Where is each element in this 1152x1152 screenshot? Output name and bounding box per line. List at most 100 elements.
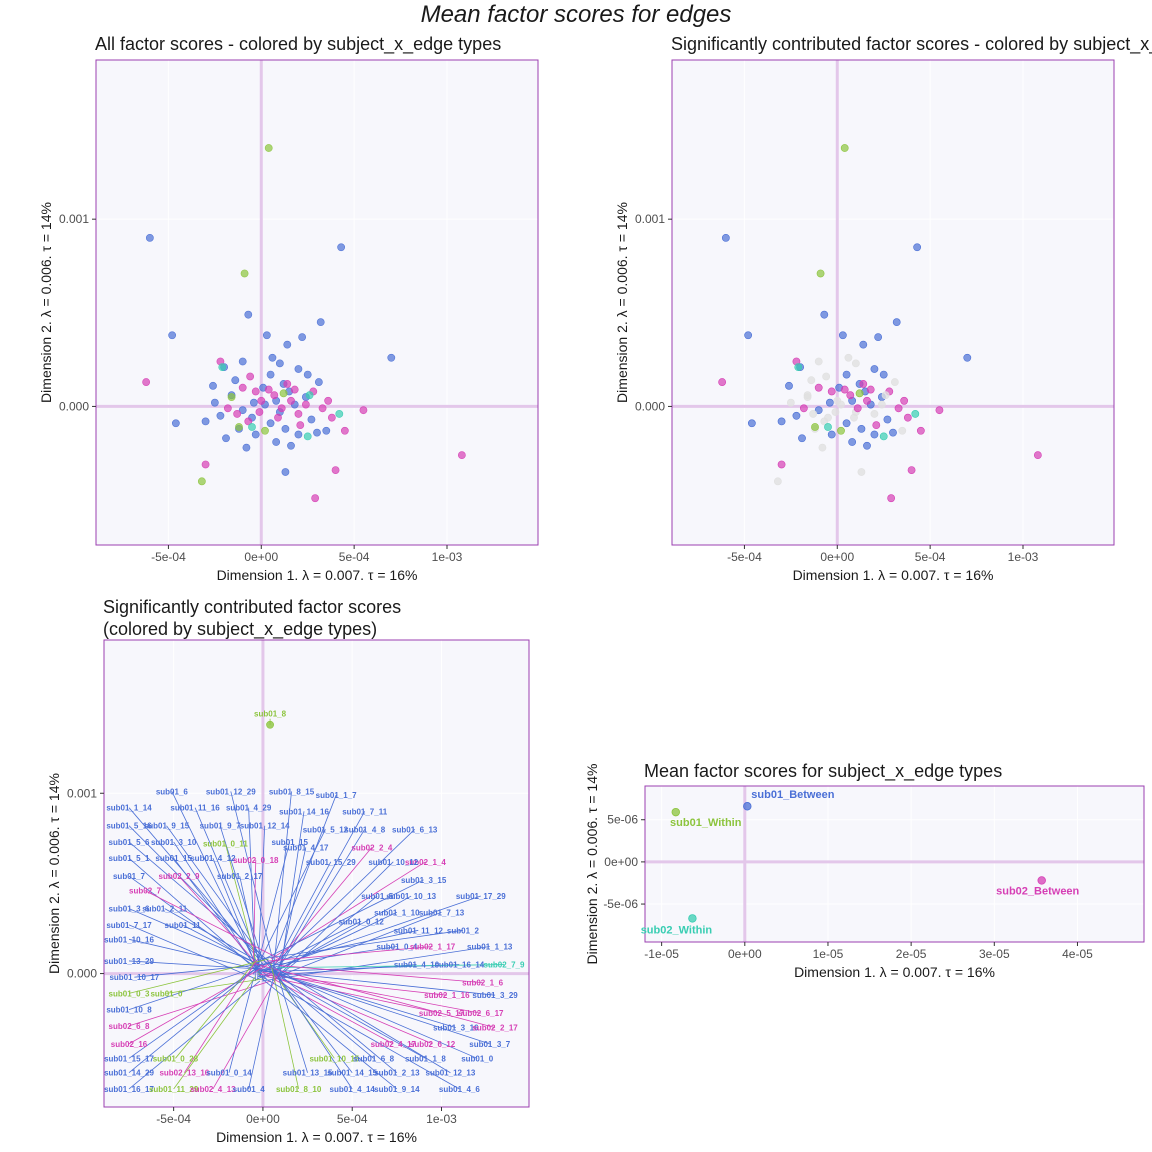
mean-point-label: sub02_Within — [641, 924, 713, 936]
point-label: sub01_13_29 — [104, 957, 154, 966]
significant-point-sub02_Between — [903, 413, 912, 422]
data-point-sub02_Between — [244, 417, 253, 426]
data-point-sub02_Between — [283, 380, 292, 388]
panel-1: -5e-04 0e+00 5e-04 1e-03 0.000 0.001 Dimension… — [38, 59, 539, 583]
leader-line — [255, 841, 291, 973]
leader-line — [252, 859, 257, 966]
significant-point-sub02_Between — [916, 426, 925, 435]
significant-point-sub01_Between — [777, 417, 786, 426]
data-point-sub02_Between — [327, 413, 336, 422]
data-point-sub01_Between — [251, 430, 260, 439]
x-tick-label: 3e-05 — [979, 947, 1010, 961]
data-point-sub02_Between — [294, 410, 303, 418]
data-point-sub01_Between — [209, 381, 217, 390]
panel2-title: Significantly contributed factor scores … — [671, 34, 1152, 54]
data-point-sub01_Between — [294, 430, 303, 439]
point-label: sub01_7_11 — [342, 807, 387, 816]
significant-point-sub02_Between — [853, 404, 862, 413]
point-label: sub01_2_13 — [374, 1069, 420, 1078]
point-label: sub02_6_12 — [410, 1040, 456, 1049]
point-label: sub02_16 — [111, 1040, 148, 1049]
point-label: sub01_4_8 — [344, 825, 385, 834]
point-label: sub01_7_13 — [419, 908, 465, 917]
data-point-sub02_Between — [324, 396, 333, 405]
leader-line — [279, 965, 483, 983]
significant-point-sub01_Between — [892, 318, 901, 327]
point-label: sub01_9_15 — [144, 822, 190, 831]
non-significant-point — [831, 408, 840, 416]
point-label: sub01_0 — [150, 989, 183, 998]
significant-point-sub01_Within — [816, 269, 825, 278]
point-label: sub01_7 — [113, 872, 146, 881]
point-label: sub01_1_7 — [316, 791, 357, 800]
data-point-sub02_Between — [201, 460, 210, 469]
point-label: sub02_4_13 — [190, 1085, 236, 1094]
point-label: sub01_15_29 — [306, 858, 356, 867]
leader-line — [225, 843, 261, 977]
significant-point-sub01_Between — [838, 331, 847, 340]
data-point-sub02_Within — [218, 363, 227, 372]
significant-point-sub02_Between — [894, 404, 903, 413]
leader-line — [266, 976, 442, 1014]
data-point-sub02_Between — [233, 410, 242, 418]
x-tick-label: 5e-04 — [337, 1112, 368, 1126]
point-label: sub01_13_15 — [283, 1069, 333, 1078]
significant-point-sub01_Between — [814, 406, 823, 415]
leader-line — [178, 875, 265, 973]
data-point-sub01_Between — [266, 370, 275, 379]
leader-line — [128, 875, 269, 977]
leader-line — [228, 978, 254, 1073]
panel4-title: Mean factor scores for subject_x_edge ty… — [644, 761, 1003, 781]
leader-line — [272, 969, 353, 1073]
point-label: sub01_14_16 — [279, 807, 329, 816]
data-point-sub02_Between — [270, 391, 279, 400]
leader-line — [270, 971, 426, 1059]
point-label: sub01_6_13 — [392, 825, 438, 834]
y-tick-label: 0.001 — [67, 786, 97, 800]
point-label: sub01_2 — [447, 926, 480, 935]
point-label: sub01_10_15 — [309, 1054, 359, 1063]
leader-line — [128, 963, 263, 1074]
significant-point-sub02_Between — [887, 494, 896, 503]
point-label: sub01_3_7 — [469, 1040, 510, 1049]
y-tick-label: 0.000 — [67, 967, 97, 981]
x-tick-label: 0e+00 — [820, 550, 854, 564]
significant-point-sub01_Between — [863, 441, 871, 450]
x-tick-label: -1e-05 — [644, 947, 679, 961]
point-label: sub01_5_1 — [109, 854, 150, 863]
non-significant-point — [833, 396, 842, 405]
point-label: sub01_16_14 — [434, 961, 484, 970]
data-point-sub01_Between — [387, 353, 396, 362]
data-point-sub01_Within — [235, 423, 243, 431]
data-point-sub01_Between — [244, 310, 253, 319]
data-point-sub02_Between — [257, 396, 266, 405]
y-tick-label: 5e-06 — [607, 813, 638, 827]
leader-line — [266, 967, 478, 1059]
x-tick-label: 0e+00 — [244, 550, 278, 564]
point-label: sub01_14_29 — [104, 1069, 154, 1078]
significant-point-sub02_Between — [935, 406, 944, 415]
non-significant-point — [818, 443, 827, 452]
point-label: sub01_4_17 — [283, 843, 329, 852]
non-significant-point — [851, 359, 860, 368]
mean-point-sub02_Between — [1037, 876, 1046, 885]
x-tick-label: 1e-03 — [1008, 550, 1039, 564]
point-label: sub01_0_28 — [153, 1054, 199, 1063]
y-tick-label: 0.001 — [635, 212, 665, 226]
y-axis-label: Dimension 2. λ = 0.006. τ = 14% — [46, 773, 62, 974]
significant-point-sub01_Within — [837, 426, 845, 435]
point-label: sub01_8_15 — [269, 787, 315, 796]
point-label: sub02_1_16 — [424, 991, 470, 1000]
significant-point-sub02_Between — [814, 383, 823, 392]
point-label: sub01_1_13 — [467, 943, 513, 952]
panel-background — [672, 60, 1114, 545]
non-significant-point — [786, 398, 795, 407]
data-point-sub01_Within — [197, 477, 206, 486]
non-significant-point — [850, 413, 858, 422]
leader-line — [184, 958, 259, 1073]
leader-line — [248, 967, 276, 1090]
point-label: sub02_1_6 — [462, 979, 503, 988]
point-label: sub01_4_10 — [394, 961, 440, 970]
y-tick-label: 0e+00 — [604, 855, 638, 869]
leader-line — [262, 971, 481, 1014]
